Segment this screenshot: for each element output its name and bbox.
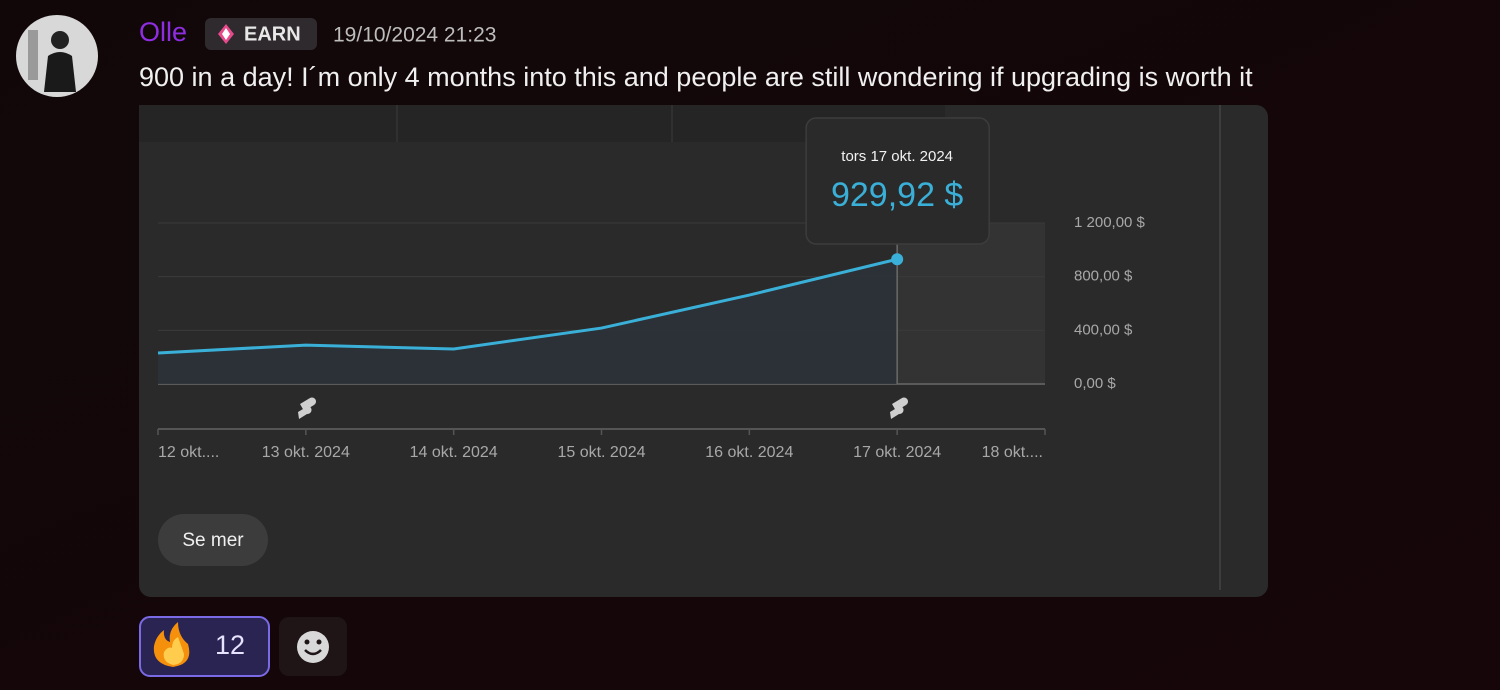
timestamp: 19/10/2024 21:23 (333, 24, 497, 47)
see-more-label[interactable]: Se mer (182, 530, 244, 551)
reaction-count: 12 (215, 630, 245, 660)
y-tick-label: 400,00 $ (1074, 321, 1133, 338)
y-tick-label: 800,00 $ (1074, 268, 1133, 285)
tooltip-value: 929,92 $ (831, 176, 963, 214)
tooltip (805, 117, 990, 245)
x-tick-label: 15 okt. 2024 (557, 444, 645, 461)
chart: 0,00 $ 400,00 $ 800,00 $ 1 200,00 $ 12 okt..… (157, 117, 1146, 461)
x-tick-label: 18 okt.... (982, 444, 1043, 461)
message-text: 900 in a day! I´m only 4 months into thi… (139, 62, 1253, 92)
badge-icon (218, 24, 234, 44)
x-tick-label: 14 okt. 2024 (410, 444, 498, 461)
fire-emoji (153, 622, 190, 667)
avatar[interactable] (16, 15, 98, 97)
smiley-icon (297, 631, 329, 663)
author[interactable]: Olle (139, 17, 187, 47)
badge-bg (205, 18, 317, 50)
y-tick-label: 1 200,00 $ (1074, 214, 1146, 231)
x-tick-label: 13 okt. 2024 (262, 444, 350, 461)
x-tick-label: 12 okt.... (158, 444, 219, 461)
shorts-icon (298, 397, 909, 419)
x-tick-label: 16 okt. 2024 (705, 444, 793, 461)
x-tick-label: 17 okt. 2024 (853, 444, 941, 461)
tooltip-title: tors 17 okt. 2024 (841, 148, 953, 165)
hover-point (891, 253, 904, 266)
line (157, 257, 898, 355)
see-more-button[interactable] (158, 514, 268, 566)
badge-label: EARN (244, 23, 301, 45)
area (158, 259, 898, 384)
y-tick-label: 0,00 $ (1074, 375, 1116, 392)
